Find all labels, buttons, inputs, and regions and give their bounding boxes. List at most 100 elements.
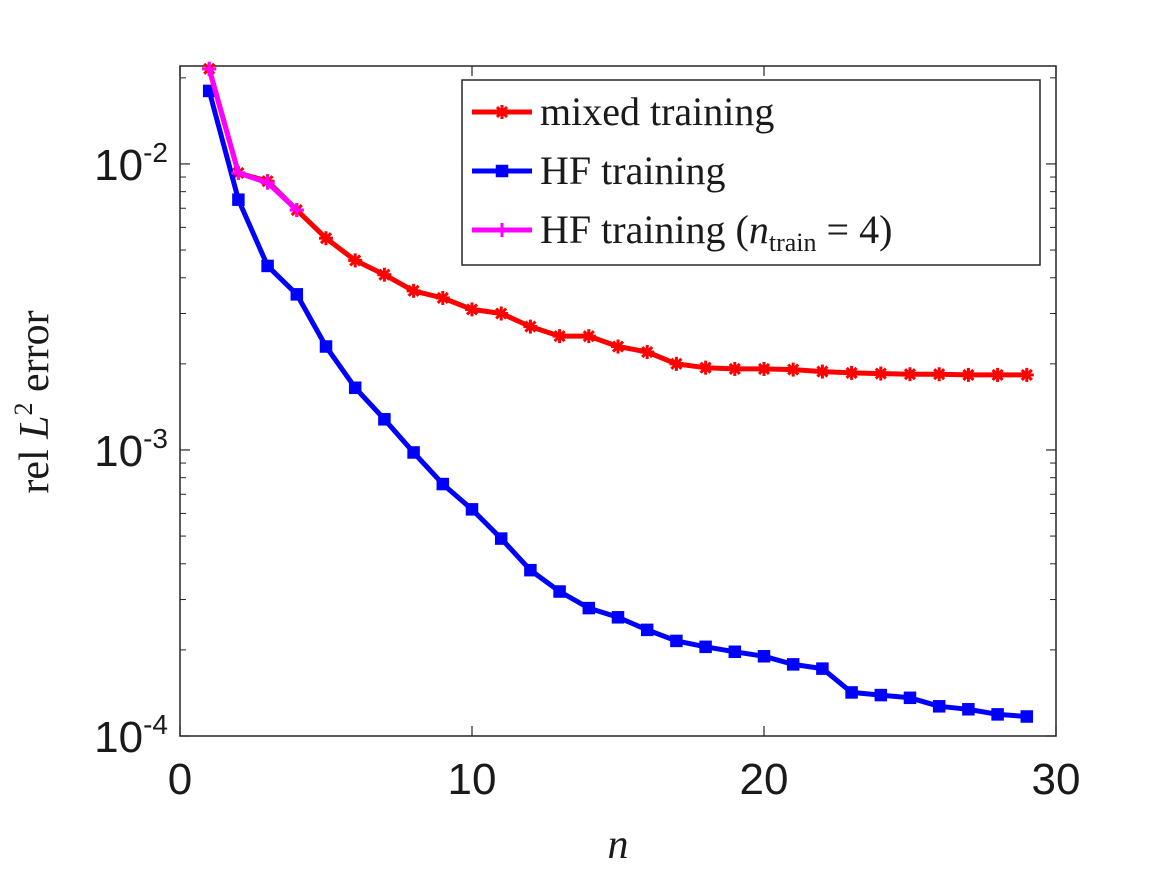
marker-stroke — [524, 320, 537, 333]
y-axis-label-prefix: rel — [12, 439, 58, 494]
data-point — [757, 650, 771, 663]
data-point — [962, 703, 975, 716]
legend-label-hf: HF training — [540, 148, 726, 193]
series-line — [206, 66, 300, 213]
data-point — [669, 356, 684, 371]
data-point — [903, 691, 917, 705]
data-point — [903, 367, 917, 382]
series-0 — [202, 61, 1034, 382]
data-point — [582, 601, 596, 615]
series-1 — [202, 84, 1034, 723]
marker-stroke — [728, 362, 741, 375]
data-point — [640, 345, 655, 360]
legend-swatch-marker — [495, 164, 509, 178]
marker-stroke — [874, 367, 887, 380]
data-point — [348, 381, 362, 395]
marker-square — [465, 503, 479, 516]
data-point — [494, 532, 508, 545]
marker-square — [436, 477, 450, 491]
data-point — [670, 634, 683, 648]
marker-stroke — [378, 268, 391, 281]
marker-square — [903, 691, 917, 705]
marker-stroke — [465, 303, 479, 316]
data-point — [611, 611, 625, 624]
marker-stroke — [611, 340, 625, 353]
marker-square — [407, 446, 420, 459]
x-axis-label: n — [608, 822, 629, 868]
marker-square — [874, 688, 888, 702]
data-point — [1019, 367, 1034, 382]
marker-stroke — [845, 366, 858, 379]
data-point — [727, 361, 742, 376]
data-point — [932, 700, 946, 713]
marker-stroke — [553, 330, 566, 343]
y-axis-label: rel L2 error — [9, 310, 58, 493]
data-point — [378, 413, 391, 426]
data-point — [698, 360, 713, 375]
data-point — [757, 361, 771, 376]
marker-square — [290, 288, 304, 301]
data-point — [261, 259, 274, 273]
data-point — [435, 290, 450, 305]
marker-stroke — [699, 361, 712, 374]
data-point — [640, 623, 654, 637]
marker-square — [699, 640, 712, 654]
y-axis-label-exponent: 2 — [9, 402, 38, 415]
data-point — [816, 662, 829, 675]
marker-square — [640, 623, 654, 637]
y-tick-label: 10-4 — [94, 709, 168, 762]
legend-swatches — [472, 105, 532, 237]
marker-square — [845, 686, 858, 699]
data-point — [465, 503, 479, 516]
data-point — [407, 446, 420, 459]
minor-ticks — [180, 77, 1056, 651]
legend-hf4-sub: train — [769, 228, 817, 257]
x-tick-label: 10 — [448, 755, 497, 804]
marker-stroke — [991, 368, 1004, 381]
data-point — [611, 339, 625, 354]
x-tick-labels: 0 10 20 30 — [168, 755, 1081, 804]
y-tick-label: 10-2 — [94, 137, 168, 190]
data-point — [1020, 710, 1034, 723]
marker-square — [728, 645, 742, 659]
legend-label-hf-ntrain: HF training (ntrain = 4) — [540, 207, 892, 257]
data-point — [202, 61, 217, 76]
data-point — [844, 365, 859, 380]
marker-square — [670, 634, 683, 648]
data-point — [552, 329, 567, 344]
marker-square — [319, 340, 333, 353]
data-point — [990, 367, 1005, 382]
data-point — [290, 288, 304, 301]
marker-stroke — [787, 363, 800, 376]
marker-stroke — [582, 330, 595, 343]
marker-stroke — [407, 284, 420, 297]
data-point — [845, 686, 858, 699]
series-layer — [202, 61, 1034, 723]
data-point — [786, 658, 800, 671]
data-point — [231, 165, 246, 180]
x-tick-label: 20 — [740, 755, 789, 804]
legend-hf4-var: n — [749, 207, 769, 252]
legend-box — [461, 79, 1041, 266]
marker-square — [582, 601, 596, 615]
marker-stroke — [670, 357, 683, 370]
data-point — [932, 367, 947, 382]
data-point — [961, 367, 976, 382]
data-point — [260, 175, 275, 190]
y-axis-label-suffix: error — [12, 310, 58, 402]
marker-square — [553, 585, 566, 598]
legend: mixed training HF training HF training (… — [461, 79, 1041, 266]
data-point — [874, 688, 888, 702]
legend-hf4-suffix: = 4) — [817, 207, 893, 252]
marker-square — [348, 381, 362, 395]
marker-square — [816, 662, 829, 675]
data-point — [581, 329, 596, 344]
marker-stroke — [757, 362, 771, 375]
legend-swatch-marker — [495, 223, 509, 237]
legend-swatch-marker — [495, 105, 509, 119]
marker-stroke — [436, 291, 449, 305]
data-point — [319, 231, 333, 246]
data-point — [873, 366, 888, 381]
data-point — [348, 253, 363, 268]
